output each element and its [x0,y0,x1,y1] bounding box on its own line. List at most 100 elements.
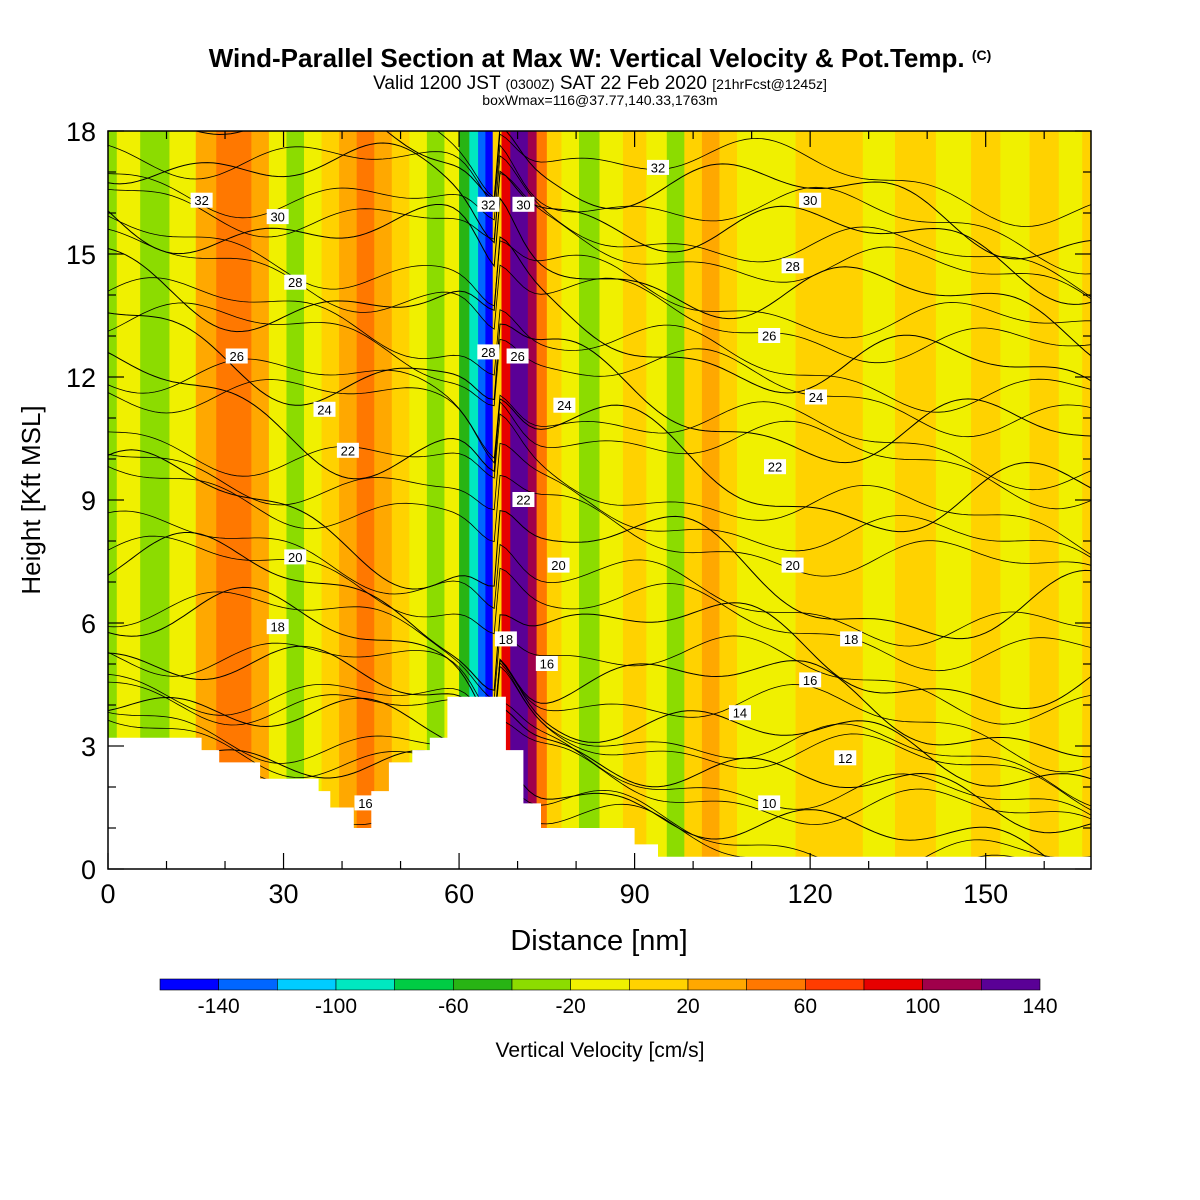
colorbar: -140 -100 -60 -20 20 60 100 140 [159,978,1058,1018]
velocity-band [622,131,647,869]
terrain-mask [108,696,1091,869]
velocity-band [286,131,305,869]
isentrope-line [108,352,1091,533]
y-tick-label: 0 [81,855,96,885]
isentrope-label: 16 [535,656,558,672]
svg-text:20: 20 [551,558,565,573]
colorbar-tick-label: 60 [794,995,817,1018]
svg-text:12: 12 [838,751,852,766]
isentrope-line [108,591,1091,725]
svg-text:22: 22 [768,460,782,475]
velocity-band [719,131,738,869]
velocity-band [561,131,580,869]
velocity-band [646,131,668,869]
isentrope-label: 22 [764,459,787,475]
y-axis-label: Height [Kft MSL] [16,405,46,594]
y-tick-label: 15 [66,240,96,270]
chart-subtitle: Valid 1200 JST (0300Z) SAT 22 Feb 2020 [… [0,73,1200,95]
isentrope-label: 28 [284,274,307,290]
svg-text:28: 28 [288,275,302,290]
isentrope-label: 14 [728,705,751,721]
colorbar-swatch [863,978,923,991]
isentrope-line [108,312,1091,464]
isentrope-line [108,748,1064,869]
velocity-band [321,131,340,869]
isentrope-label: 26 [225,348,248,364]
svg-text:30: 30 [270,210,284,225]
svg-text:18: 18 [499,632,513,647]
isentrope-label: 28 [781,258,804,274]
y-tick-label: 6 [81,609,96,639]
svg-text:18: 18 [270,620,284,635]
velocity-band [268,131,288,869]
velocity-band [1029,131,1060,869]
isentrope-line [108,379,1091,510]
velocity-band [444,131,460,869]
svg-text:28: 28 [785,259,799,274]
velocity-band [409,131,428,869]
x-tick-label: 30 [269,879,299,909]
velocity-band [233,131,252,869]
svg-text:30: 30 [803,193,817,208]
isentrope-line [108,215,1091,339]
svg-text:22: 22 [341,443,355,458]
chart-title-text: Wind-Parallel Section at Max W: Vertical… [208,43,965,73]
velocity-band [701,131,721,869]
x-tick-label: 150 [963,879,1008,909]
svg-text:10: 10 [762,796,776,811]
colorbar-swatch [570,978,630,991]
svg-text:24: 24 [557,398,571,413]
velocity-band [737,131,764,869]
isentrope-label: 28 [477,344,500,360]
isentrope-label: 32 [647,159,670,175]
colorbar-swatch [394,978,454,991]
colorbar-swatch [805,978,865,991]
isentrope-line [108,586,1091,758]
velocity-band [478,131,487,869]
colorbar-tick-label: 20 [676,995,699,1018]
terrain [108,696,1091,869]
colorbar-swatch [159,978,219,991]
isentrope-label: 18 [266,619,289,635]
isentrope-line [108,661,1091,807]
isentrope-line [108,532,1091,710]
isentrope-line [108,642,1091,773]
svg-text:26: 26 [229,349,243,364]
isentrope-label: 32 [477,196,500,212]
velocity-band [374,131,393,869]
isentrope-line [436,131,1091,227]
isentrope-line [108,144,1091,275]
velocity-band [763,131,797,869]
isentrope-line [108,413,1091,555]
isentrope-label: 24 [804,389,827,405]
svg-text:26: 26 [510,349,524,364]
valid-prefix: Valid 1200 JST [373,73,501,94]
isentrope-label: 18 [840,631,863,647]
valid-utc: (0300Z) [505,76,555,92]
axes: 0 30 60 90 120 150 0 3 6 9 12 15 18 [66,117,1092,909]
x-tick-label: 0 [100,879,115,909]
isentrope-label: 16 [354,795,377,811]
svg-text:28: 28 [481,345,495,360]
velocity-band [492,131,503,869]
colorbar-tick-label: -140 [198,995,240,1018]
svg-text:26: 26 [762,329,776,344]
y-tick-label: 18 [66,117,96,147]
velocity-band [666,131,685,869]
isentrope-line [108,228,1091,364]
chart-title: Wind-Parallel Section at Max W: Vertical… [0,43,1200,74]
velocity-band [501,131,511,869]
isentropes [108,131,1091,869]
svg-text:14: 14 [733,706,747,721]
isentrope-line [108,466,1091,577]
isentrope-line [108,696,1091,834]
velocity-band [579,131,601,869]
isentrope-label: 20 [547,557,570,573]
colorbar-tick-label: 100 [905,995,940,1018]
isentrope-label: 24 [553,397,576,413]
x-axis-label: Distance [nm] [510,925,687,957]
isentrope-line [108,665,1091,811]
svg-text:32: 32 [481,197,495,212]
svg-text:32: 32 [194,193,208,208]
svg-text:20: 20 [288,550,302,565]
